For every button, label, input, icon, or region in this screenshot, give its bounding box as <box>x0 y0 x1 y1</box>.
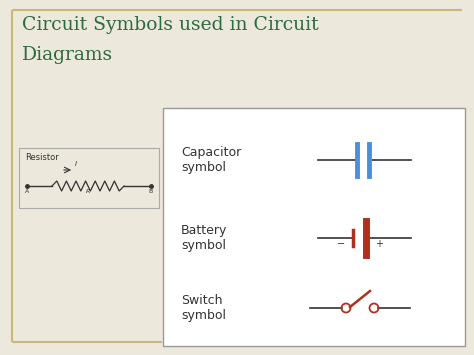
Text: R: R <box>86 189 90 194</box>
Text: +: + <box>375 239 383 249</box>
Text: B: B <box>149 189 153 194</box>
Text: −: − <box>337 239 345 249</box>
Text: Diagrams: Diagrams <box>22 46 113 64</box>
Text: Switch
symbol: Switch symbol <box>181 294 226 322</box>
Text: Battery
symbol: Battery symbol <box>181 224 228 252</box>
Text: Resistor: Resistor <box>25 153 59 162</box>
Bar <box>19 148 159 208</box>
Bar <box>163 108 465 346</box>
Text: A: A <box>25 189 29 194</box>
Text: Circuit Symbols used in Circuit: Circuit Symbols used in Circuit <box>22 16 319 34</box>
Text: Capacitor
symbol: Capacitor symbol <box>181 146 241 174</box>
Text: I: I <box>75 161 77 167</box>
